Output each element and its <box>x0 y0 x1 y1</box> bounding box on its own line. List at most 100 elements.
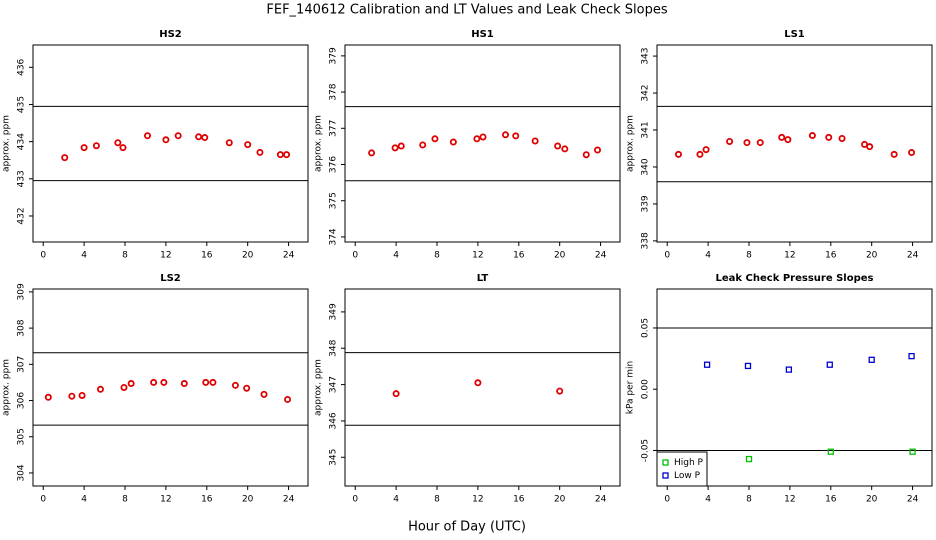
y-tick-label: 349 <box>329 303 339 320</box>
plot-frame <box>656 44 933 243</box>
y-tick-label: 342 <box>641 84 651 101</box>
point <box>561 145 569 153</box>
point <box>502 131 510 139</box>
panel-title: LT <box>477 273 489 284</box>
y-axis-label: approx. ppm <box>314 359 324 416</box>
x-tick-label: 20 <box>554 495 566 505</box>
point <box>868 356 875 363</box>
point <box>397 142 405 150</box>
x-tick-label: 4 <box>81 495 87 505</box>
point <box>696 150 704 158</box>
plot-frame <box>32 44 309 243</box>
point <box>826 361 833 368</box>
point <box>531 137 539 145</box>
point <box>908 149 916 157</box>
x-tick-label: 0 <box>664 495 670 505</box>
point <box>195 133 203 141</box>
point <box>479 133 487 141</box>
x-tick-label: 12 <box>472 251 483 261</box>
y-tick-label: 338 <box>641 232 651 249</box>
y-tick-label: 0.00 <box>641 379 651 399</box>
x-tick-label: 24 <box>595 251 607 261</box>
y-tick-label: 347 <box>329 376 339 393</box>
y-tick-label: 308 <box>17 319 27 336</box>
point <box>838 135 846 143</box>
y-tick-label: 309 <box>17 283 27 300</box>
y-tick-label: 339 <box>641 195 651 212</box>
chart-title: FEF_140612 Calibration and LT Values and… <box>266 3 667 18</box>
y-tick-label: 435 <box>17 96 27 113</box>
x-tick-label: 0 <box>40 251 46 261</box>
x-tick-label: 24 <box>907 251 919 261</box>
point <box>392 390 400 398</box>
point <box>474 379 482 387</box>
x-tick-label: 4 <box>393 495 399 505</box>
point <box>180 380 188 388</box>
y-axis-label: kPa per min <box>626 361 636 414</box>
point <box>225 139 233 147</box>
point <box>96 385 104 393</box>
point <box>556 387 564 395</box>
x-tick-label: 8 <box>122 495 128 505</box>
point <box>174 132 182 140</box>
x-tick-label: 8 <box>122 251 128 261</box>
point <box>554 142 562 150</box>
point <box>908 352 915 360</box>
point <box>391 144 399 152</box>
y-tick-label: 374 <box>329 228 339 245</box>
y-tick-label: 377 <box>329 120 339 137</box>
y-tick-label: 436 <box>17 58 27 75</box>
y-tick-label: 306 <box>17 392 27 409</box>
point <box>68 392 76 400</box>
x-tick-label: 16 <box>825 495 837 505</box>
point <box>256 148 264 156</box>
y-axis-label: approx. ppm <box>2 115 12 172</box>
x-axis-label: Hour of Day (UTC) <box>408 520 526 535</box>
point <box>119 144 127 152</box>
panel-title: LS1 <box>784 29 805 40</box>
point <box>243 384 251 392</box>
point <box>825 133 833 141</box>
x-tick-label: 16 <box>513 251 525 261</box>
y-tick-label: 375 <box>329 192 339 209</box>
point <box>209 378 217 386</box>
point <box>201 134 209 142</box>
plot-frame <box>32 288 309 487</box>
point <box>44 393 52 401</box>
x-tick-label: 24 <box>283 495 295 505</box>
plot-frame <box>656 288 933 487</box>
point <box>244 141 252 149</box>
point <box>143 132 151 140</box>
x-tick-label: 20 <box>242 251 254 261</box>
y-axis-label: approx. ppm <box>626 115 636 172</box>
x-tick-label: 24 <box>907 495 919 505</box>
x-tick-label: 0 <box>664 251 670 261</box>
x-tick-label: 12 <box>160 251 171 261</box>
x-tick-label: 16 <box>513 495 525 505</box>
legend-label: High P <box>674 458 704 468</box>
x-tick-label: 24 <box>595 495 607 505</box>
panel-title: Leak Check Pressure Slopes <box>716 273 874 284</box>
point <box>785 366 793 373</box>
x-tick-label: 12 <box>784 251 795 261</box>
y-tick-label: 346 <box>329 412 339 429</box>
y-tick-label: 433 <box>17 170 27 187</box>
legend-box <box>656 451 708 487</box>
point <box>745 455 753 463</box>
y-tick-label: 432 <box>17 207 27 224</box>
panel-title: HS2 <box>159 29 182 40</box>
point <box>756 139 764 147</box>
point <box>284 395 292 403</box>
plot-frame <box>344 288 621 487</box>
y-tick-label: 378 <box>329 83 339 100</box>
point <box>431 135 439 143</box>
point <box>449 138 457 146</box>
y-tick-label: 343 <box>641 47 651 64</box>
x-tick-label: 8 <box>746 251 752 261</box>
point <box>808 132 816 140</box>
x-tick-label: 12 <box>472 495 483 505</box>
x-tick-label: 4 <box>705 495 711 505</box>
y-tick-label: 434 <box>17 133 27 150</box>
x-tick-label: 0 <box>40 495 46 505</box>
point <box>473 135 481 143</box>
